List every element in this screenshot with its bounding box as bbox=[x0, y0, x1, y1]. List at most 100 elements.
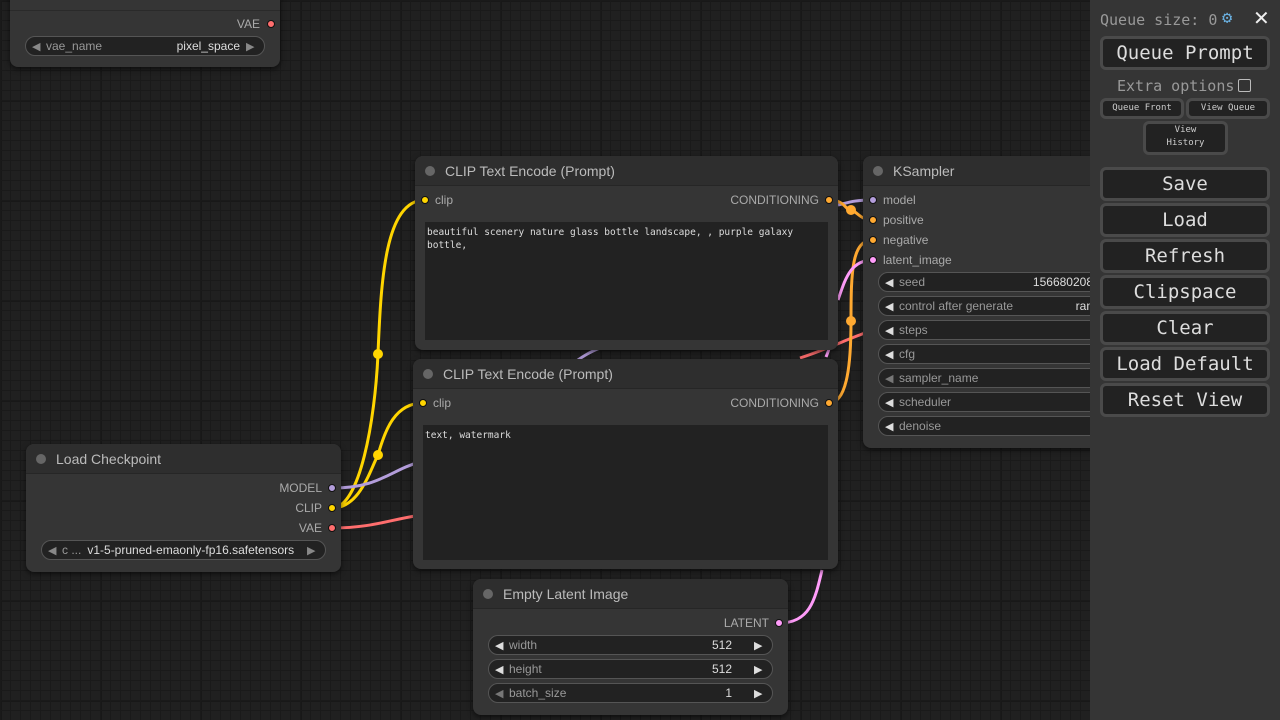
arrow-left-icon[interactable]: ◀ bbox=[48, 544, 57, 557]
output-conditioning-dot[interactable] bbox=[825, 196, 833, 204]
clip-text-encode-negative-node[interactable]: CLIP Text Encode (Prompt) clip CONDITION… bbox=[413, 359, 838, 569]
view-history-button[interactable]: View History bbox=[1143, 121, 1228, 155]
arrow-right-icon[interactable]: ▶ bbox=[754, 687, 763, 700]
arrow-left-icon[interactable]: ◀ bbox=[885, 372, 894, 385]
gear-icon[interactable]: ⚙ bbox=[1222, 8, 1233, 28]
load-checkpoint-node[interactable]: Load Checkpoint MODEL CLIP VAE ◀ c ... v1-… bbox=[26, 444, 341, 572]
output-vae-dot[interactable] bbox=[267, 20, 275, 28]
node-title[interactable]: Load Checkpoint bbox=[26, 444, 341, 474]
reroute-dot bbox=[846, 316, 856, 326]
arrow-left-icon[interactable]: ◀ bbox=[885, 276, 894, 289]
widget-label: width bbox=[509, 638, 538, 652]
vae-loader-node[interactable]: VAE ◀ vae_name pixel_space ▶ bbox=[10, 0, 280, 67]
input-clip-dot[interactable] bbox=[419, 399, 427, 407]
batch-size-widget[interactable]: ◀ batch_size 1 ▶ bbox=[488, 683, 773, 703]
arrow-left-icon[interactable]: ◀ bbox=[32, 40, 41, 53]
arrow-right-icon[interactable]: ▶ bbox=[246, 40, 255, 53]
cfg-widget[interactable]: ◀ cfg bbox=[878, 344, 1118, 364]
clear-button[interactable]: Clear bbox=[1100, 311, 1270, 345]
output-clip-label: CLIP bbox=[295, 501, 322, 515]
refresh-button[interactable]: Refresh bbox=[1100, 239, 1270, 273]
prompt-textarea[interactable]: text, watermark bbox=[423, 425, 828, 560]
ksampler-node[interactable]: KSampler model positive negative latent_… bbox=[863, 156, 1118, 448]
scheduler-widget[interactable]: ◀ scheduler bbox=[878, 392, 1118, 412]
widget-label: seed bbox=[899, 275, 926, 289]
widget-value: 512 bbox=[711, 638, 732, 652]
empty-latent-image-node[interactable]: Empty Latent Image LATENT ◀ width 512 ▶ ◀ he… bbox=[473, 579, 788, 715]
view-queue-button[interactable]: View Queue bbox=[1186, 98, 1270, 119]
denoise-widget[interactable]: ◀ denoise bbox=[878, 416, 1118, 436]
input-clip-dot[interactable] bbox=[421, 196, 429, 204]
reroute-dot bbox=[846, 205, 856, 215]
reset-view-button[interactable]: Reset View bbox=[1100, 383, 1270, 417]
clip-text-encode-positive-node[interactable]: CLIP Text Encode (Prompt) clip CONDITION… bbox=[415, 156, 838, 350]
vae-name-widget[interactable]: ◀ vae_name pixel_space ▶ bbox=[25, 36, 265, 56]
widget-label: height bbox=[509, 662, 542, 676]
output-vae-label: VAE bbox=[236, 17, 260, 31]
output-conditioning-dot[interactable] bbox=[825, 399, 833, 407]
input-negative-dot[interactable] bbox=[869, 236, 877, 244]
input-latent-image-dot[interactable] bbox=[869, 256, 877, 264]
arrow-right-icon[interactable]: ▶ bbox=[754, 663, 763, 676]
arrow-left-icon[interactable]: ◀ bbox=[495, 639, 504, 652]
steps-widget[interactable]: ◀ steps bbox=[878, 320, 1118, 340]
widget-value: pixel_space bbox=[176, 39, 240, 53]
input-clip-label: clip bbox=[435, 193, 454, 207]
arrow-left-icon[interactable]: ◀ bbox=[495, 663, 504, 676]
widget-value: 156680208 bbox=[1032, 275, 1093, 289]
arrow-left-icon[interactable]: ◀ bbox=[885, 396, 894, 409]
width-widget[interactable]: ◀ width 512 ▶ bbox=[488, 635, 773, 655]
input-model-dot[interactable] bbox=[869, 196, 877, 204]
control-after-generate-widget[interactable]: ◀ control after generate ran bbox=[878, 296, 1118, 316]
output-vae-label: VAE bbox=[298, 521, 322, 535]
widget-label: vae_name bbox=[46, 39, 103, 53]
node-title[interactable]: CLIP Text Encode (Prompt) bbox=[415, 156, 838, 186]
widget-value: v1-5-pruned-emaonly-fp16.safetensors bbox=[87, 543, 295, 557]
reroute-dot bbox=[373, 349, 383, 359]
output-latent-dot[interactable] bbox=[775, 619, 783, 627]
output-conditioning-label: CONDITIONING bbox=[730, 396, 819, 410]
output-vae-dot[interactable] bbox=[328, 524, 336, 532]
arrow-right-icon[interactable]: ▶ bbox=[754, 639, 763, 652]
widget-label: scheduler bbox=[899, 395, 952, 409]
node-title[interactable]: KSampler bbox=[863, 156, 1103, 186]
input-model-label: model bbox=[883, 193, 916, 207]
node-title[interactable]: Empty Latent Image bbox=[473, 579, 788, 609]
widget-label: denoise bbox=[899, 419, 942, 433]
extra-options-checkbox[interactable] bbox=[1238, 79, 1251, 92]
queue-panel: Queue size: 0 ⚙ ✕ Queue Prompt Extra opt… bbox=[1090, 0, 1280, 720]
load-default-button[interactable]: Load Default bbox=[1100, 347, 1270, 381]
queue-front-button[interactable]: Queue Front bbox=[1100, 98, 1184, 119]
arrow-left-icon[interactable]: ◀ bbox=[885, 420, 894, 433]
seed-widget[interactable]: ◀ seed 156680208 bbox=[878, 272, 1118, 292]
arrow-left-icon[interactable]: ◀ bbox=[885, 348, 894, 361]
output-model-dot[interactable] bbox=[328, 484, 336, 492]
widget-value: 512 bbox=[711, 662, 732, 676]
reroute-dot bbox=[373, 450, 383, 460]
arrow-left-icon[interactable]: ◀ bbox=[885, 324, 894, 337]
queue-prompt-button[interactable]: Queue Prompt bbox=[1100, 36, 1270, 70]
output-conditioning-label: CONDITIONING bbox=[730, 193, 819, 207]
input-positive-label: positive bbox=[883, 213, 924, 227]
arrow-left-icon[interactable]: ◀ bbox=[885, 300, 894, 313]
widget-label: c ... bbox=[62, 543, 82, 557]
output-clip-dot[interactable] bbox=[328, 504, 336, 512]
output-latent-label: LATENT bbox=[723, 616, 769, 630]
height-widget[interactable]: ◀ height 512 ▶ bbox=[488, 659, 773, 679]
prompt-textarea[interactable]: beautiful scenery nature glass bottle la… bbox=[425, 222, 828, 340]
node-title[interactable]: CLIP Text Encode (Prompt) bbox=[413, 359, 838, 389]
clipspace-button[interactable]: Clipspace bbox=[1100, 275, 1270, 309]
close-icon[interactable]: ✕ bbox=[1253, 6, 1270, 30]
sampler-name-widget[interactable]: ◀ sampler_name bbox=[878, 368, 1118, 388]
input-positive-dot[interactable] bbox=[869, 216, 877, 224]
input-negative-label: negative bbox=[883, 233, 929, 247]
queue-size: Queue size: 0 bbox=[1100, 11, 1218, 29]
ckpt-name-widget[interactable]: ◀ c ... v1-5-pruned-emaonly-fp16.safetenso… bbox=[41, 540, 326, 560]
arrow-left-icon[interactable]: ◀ bbox=[495, 687, 504, 700]
arrow-right-icon[interactable]: ▶ bbox=[307, 544, 316, 557]
widget-label: cfg bbox=[899, 347, 916, 361]
widget-label: control after generate bbox=[899, 299, 1014, 313]
load-button[interactable]: Load bbox=[1100, 203, 1270, 237]
save-button[interactable]: Save bbox=[1100, 167, 1270, 201]
output-model-label: MODEL bbox=[279, 481, 322, 495]
